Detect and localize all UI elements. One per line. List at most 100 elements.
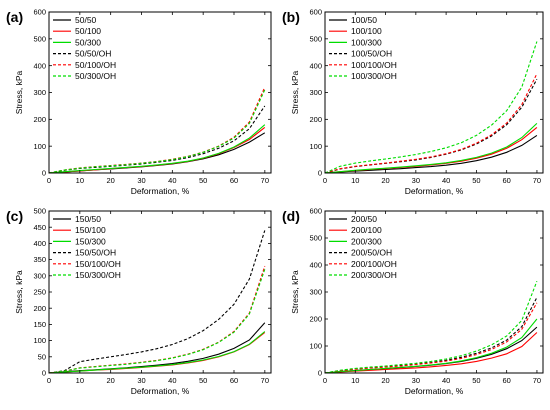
legend-entry: 200/300/OH — [351, 270, 397, 280]
y-tick-label: 100 — [33, 336, 46, 345]
x-tick-label: 50 — [472, 376, 480, 385]
series-line-150-100-oh — [48, 265, 266, 374]
y-axis-label: Stress, kPa — [290, 270, 300, 314]
y-tick-label: 500 — [33, 207, 46, 216]
legend-entry: 200/100 — [351, 225, 382, 235]
panel-label: (c) — [6, 208, 23, 224]
x-axis-label: Deformation, % — [131, 386, 190, 396]
y-tick-label: 600 — [309, 8, 322, 17]
y-tick-label: 500 — [309, 34, 322, 43]
series-group — [48, 86, 266, 174]
legend-entry: 200/300 — [351, 236, 382, 246]
legend-entry: 200/50 — [351, 214, 377, 224]
series-line-50-50 — [48, 132, 266, 174]
legend-entry: 50/300/OH — [75, 71, 116, 81]
legend-entry: 150/100 — [75, 225, 106, 235]
y-tick-label: 400 — [309, 61, 322, 70]
x-tick-label: 50 — [472, 176, 480, 185]
y-tick-label: 600 — [33, 8, 46, 17]
series-line-100-50 — [324, 134, 538, 174]
y-tick-label: 200 — [33, 304, 46, 313]
y-axis-label: Stress, kPa — [290, 71, 300, 115]
series-line-100-300-oh — [324, 41, 538, 174]
chart-panel-4: 0 10 20 30 40 50 60 70 0 100 200 300 400 500 600 Deform… — [282, 207, 544, 396]
x-tick-label: 10 — [76, 176, 84, 185]
legend-entry: 150/300 — [75, 236, 106, 246]
legend-entry: 100/300/OH — [351, 71, 397, 81]
x-tick-label: 20 — [381, 376, 389, 385]
x-tick-label: 60 — [502, 376, 510, 385]
legend-entry: 100/50/OH — [351, 49, 392, 59]
x-tick-label: 0 — [47, 176, 51, 185]
series-line-150-100 — [48, 332, 266, 374]
legend-entry: 150/300/OH — [75, 270, 121, 280]
legend-entry: 50/100 — [75, 26, 101, 36]
x-tick-label: 70 — [261, 176, 269, 185]
x-tick-label: 50 — [199, 176, 207, 185]
y-tick-label: 150 — [33, 320, 46, 329]
legend-entry: 150/50/OH — [75, 248, 116, 258]
series-line-50-300-oh — [48, 89, 266, 174]
x-tick-label: 70 — [533, 376, 541, 385]
series-group — [324, 281, 538, 374]
series-line-150-300-oh — [48, 269, 266, 374]
legend-entry: 200/50/OH — [351, 248, 392, 258]
legend-entry: 50/50/OH — [75, 49, 111, 59]
y-tick-label: 400 — [33, 239, 46, 248]
y-tick-label: 400 — [33, 61, 46, 70]
x-tick-label: 40 — [168, 376, 176, 385]
legend-entry: 100/100/OH — [351, 60, 397, 70]
y-tick-label: 350 — [33, 255, 46, 264]
y-tick-label: 0 — [42, 369, 46, 378]
y-tick-label: 0 — [318, 169, 322, 178]
y-tick-label: 200 — [33, 115, 46, 124]
y-tick-label: 250 — [33, 288, 46, 297]
x-tick-label: 20 — [381, 176, 389, 185]
y-tick-label: 0 — [42, 169, 46, 178]
series-line-200-100-oh — [324, 302, 538, 374]
y-tick-label: 300 — [33, 271, 46, 280]
legend-entry: 100/300 — [351, 37, 382, 47]
x-tick-label: 30 — [137, 176, 145, 185]
series-line-100-300 — [324, 122, 538, 174]
panel-label: (b) — [282, 9, 300, 25]
y-axis-label: Stress, kPa — [14, 270, 24, 314]
series-line-200-300 — [324, 318, 538, 374]
y-tick-label: 500 — [33, 34, 46, 43]
legend-entry: 200/100/OH — [351, 259, 397, 269]
plot-frame — [48, 210, 272, 374]
x-tick-label: 60 — [230, 176, 238, 185]
y-axis-label: Stress, kPa — [14, 71, 24, 115]
x-tick-label: 10 — [76, 376, 84, 385]
y-tick-label: 500 — [309, 234, 322, 243]
x-tick-label: 60 — [230, 376, 238, 385]
legend-entry: 100/50 — [351, 15, 377, 25]
x-tick-label: 70 — [261, 376, 269, 385]
x-tick-label: 30 — [137, 376, 145, 385]
series-line-150-50-oh — [48, 230, 266, 374]
plot-frame — [324, 210, 544, 374]
x-tick-label: 60 — [502, 176, 510, 185]
legend-entry: 150/50 — [75, 214, 101, 224]
x-axis-label: Deformation, % — [131, 186, 190, 196]
x-tick-label: 10 — [351, 376, 359, 385]
series-line-150-300 — [48, 331, 266, 374]
x-tick-label: 40 — [168, 176, 176, 185]
x-tick-label: 20 — [106, 176, 114, 185]
series-group — [48, 230, 266, 374]
series-line-200-300-oh — [324, 281, 538, 374]
x-tick-label: 70 — [533, 176, 541, 185]
x-tick-label: 30 — [412, 376, 420, 385]
y-tick-label: 400 — [309, 261, 322, 270]
series-group — [324, 41, 538, 174]
chart-panel-3: 0 10 20 30 40 50 60 70 0 50 100 150 200 250 300 350 400 4… — [6, 207, 272, 396]
legend-entry: 150/100/OH — [75, 259, 121, 269]
y-tick-label: 300 — [33, 88, 46, 97]
x-tick-label: 20 — [106, 376, 114, 385]
y-tick-label: 100 — [33, 142, 46, 151]
